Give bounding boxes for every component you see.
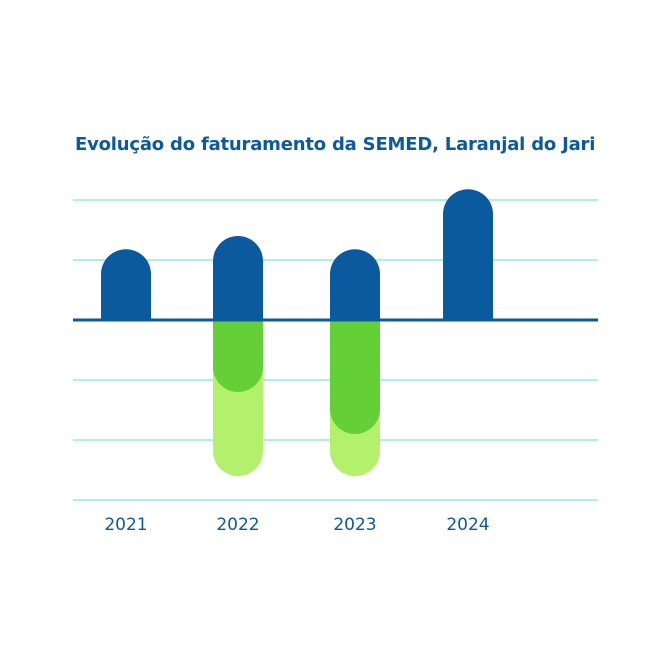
x-tick-label-2022: 2022: [216, 515, 259, 535]
bars: [101, 189, 493, 476]
bar-positive-2023: [330, 249, 380, 320]
bar-negative_dark-2022: [213, 320, 263, 392]
bar-positive-2024: [443, 189, 493, 320]
bar-positive-2022: [213, 236, 263, 320]
bar-positive-2021: [101, 249, 151, 320]
bar-negative_dark-2023: [330, 320, 380, 434]
x-tick-label-2023: 2023: [333, 515, 376, 535]
x-tick-labels: 2021 2022 2023 2024: [104, 515, 489, 535]
x-tick-label-2024: 2024: [446, 515, 489, 535]
x-tick-label-2021: 2021: [104, 515, 147, 535]
chart-title: Evolução do faturamento da SEMED, Laranj…: [75, 134, 596, 155]
